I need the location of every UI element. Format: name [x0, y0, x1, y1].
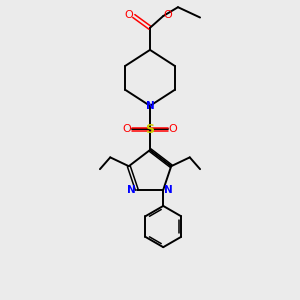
Text: N: N [164, 185, 172, 195]
Text: O: O [123, 124, 131, 134]
Text: S: S [146, 123, 154, 136]
Text: O: O [164, 10, 172, 20]
Text: N: N [128, 185, 136, 195]
Text: N: N [146, 101, 154, 111]
Text: O: O [169, 124, 177, 134]
Text: O: O [124, 10, 133, 20]
